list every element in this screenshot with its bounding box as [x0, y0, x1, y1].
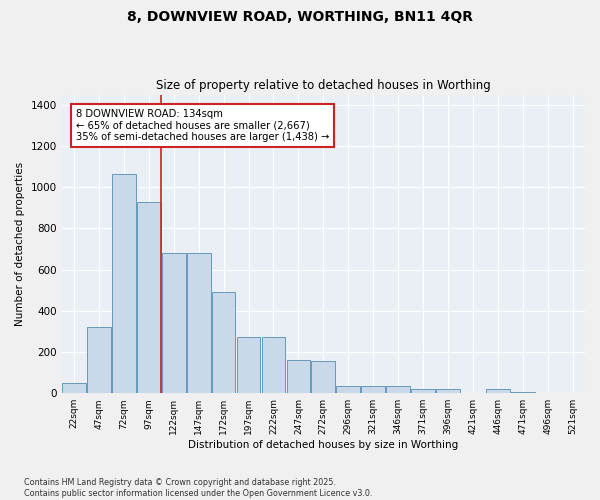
Bar: [87, 328, 111, 393]
Bar: [212, 292, 235, 393]
Text: 8 DOWNVIEW ROAD: 134sqm
← 65% of detached houses are smaller (2,667)
35% of semi: 8 DOWNVIEW ROAD: 134sqm ← 65% of detache…: [76, 109, 329, 142]
Bar: [187, 253, 211, 393]
Bar: [237, 336, 260, 393]
Bar: [287, 360, 310, 393]
Bar: [62, 383, 86, 393]
Text: Contains HM Land Registry data © Crown copyright and database right 2025.
Contai: Contains HM Land Registry data © Crown c…: [24, 478, 373, 498]
Bar: [361, 386, 385, 393]
Title: Size of property relative to detached houses in Worthing: Size of property relative to detached ho…: [156, 79, 491, 92]
Bar: [262, 336, 286, 393]
Bar: [337, 386, 360, 393]
Text: 8, DOWNVIEW ROAD, WORTHING, BN11 4QR: 8, DOWNVIEW ROAD, WORTHING, BN11 4QR: [127, 10, 473, 24]
Bar: [486, 389, 509, 393]
Bar: [511, 392, 535, 393]
X-axis label: Distribution of detached houses by size in Worthing: Distribution of detached houses by size …: [188, 440, 458, 450]
Y-axis label: Number of detached properties: Number of detached properties: [15, 162, 25, 326]
Bar: [311, 362, 335, 393]
Bar: [436, 389, 460, 393]
Bar: [137, 202, 161, 393]
Bar: [386, 386, 410, 393]
Bar: [162, 253, 185, 393]
Bar: [112, 174, 136, 393]
Bar: [411, 389, 435, 393]
